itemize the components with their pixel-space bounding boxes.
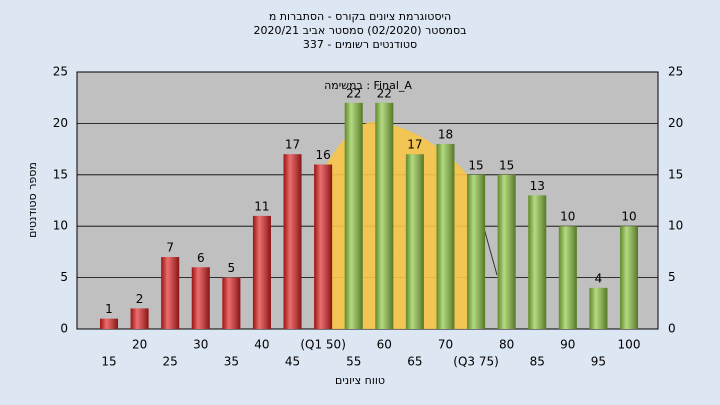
bar-shade — [558, 226, 577, 329]
x-tick-label: 65 — [407, 355, 422, 369]
y2-tick-label: 0 — [668, 322, 676, 336]
bar-shade — [436, 143, 455, 329]
data-label: 13 — [530, 179, 545, 193]
data-label: 7 — [166, 241, 174, 255]
bar-shade — [222, 277, 241, 329]
data-label: 17 — [407, 138, 422, 152]
bar-shade — [283, 154, 302, 329]
data-label: 15 — [468, 158, 483, 172]
bar-shade — [252, 215, 271, 329]
x-tick-label: 80 — [499, 338, 514, 352]
chart-subtitle: בסמסטר (02/2020) סמסטר אביב 2020/21 — [253, 24, 466, 37]
y-tick-label: 20 — [53, 116, 68, 130]
y-tick-label: 15 — [53, 167, 68, 181]
bar-shade — [467, 174, 486, 329]
x-tick-label: 40 — [254, 338, 269, 352]
y2-tick-label: 5 — [668, 270, 676, 284]
x-tick-label: 15 — [101, 355, 116, 369]
x-tick-label: 30 — [193, 338, 208, 352]
bar-shade — [314, 164, 333, 329]
bar-shade — [100, 318, 118, 329]
bar-shade — [375, 102, 394, 329]
data-label: 4 — [595, 271, 603, 285]
bar-shade — [528, 195, 547, 329]
data-label: 10 — [560, 210, 575, 224]
x-tick-label: 90 — [560, 338, 575, 352]
bar-shade — [497, 174, 516, 329]
y2-tick-label: 10 — [668, 219, 683, 233]
x-tick-label: 35 — [224, 355, 239, 369]
data-label: 2 — [136, 292, 144, 306]
bar-shade — [620, 226, 638, 329]
data-label: 18 — [438, 127, 453, 141]
bar-shade — [191, 267, 210, 329]
data-label: 11 — [254, 199, 269, 213]
x-tick-label: 45 — [285, 355, 300, 369]
x-tick-label: 20 — [132, 338, 147, 352]
data-label: 17 — [285, 138, 300, 152]
data-label: 22 — [346, 86, 361, 100]
x-tick-label: 100 — [618, 338, 641, 352]
bar-shade — [405, 154, 424, 329]
x-tick-label: 25 — [163, 355, 178, 369]
bar-shade — [589, 287, 608, 329]
y2-tick-label: 20 — [668, 116, 683, 130]
annotation: במשימה : Final_A — [324, 79, 412, 92]
y2-tick-label: 25 — [668, 65, 683, 79]
data-label: 6 — [197, 251, 205, 265]
chart-subtitle: סטודנטים רשומים - 337 — [303, 38, 417, 51]
x-tick-label: (Q3 75) — [453, 355, 499, 369]
bar-shade — [344, 102, 363, 329]
x-tick-label: 70 — [438, 338, 453, 352]
x-tick-label: (Q1 50) — [300, 338, 346, 352]
y-tick-label: 5 — [60, 270, 68, 284]
data-label: 16 — [315, 148, 330, 162]
chart-title: היסטוגרמת ציונים בקורס - הסתברות מ — [269, 10, 451, 23]
x-axis-label: טווח ציונים — [335, 374, 385, 387]
y-tick-label: 0 — [60, 322, 68, 336]
data-label: 5 — [228, 261, 236, 275]
data-label: 10 — [621, 210, 636, 224]
x-tick-label: 60 — [377, 338, 392, 352]
data-label: 1 — [105, 302, 113, 316]
y-tick-label: 10 — [53, 219, 68, 233]
x-tick-label: 55 — [346, 355, 361, 369]
y-tick-label: 25 — [53, 65, 68, 79]
bar-shade — [130, 308, 149, 329]
data-label: 15 — [499, 158, 514, 172]
x-tick-label: 85 — [530, 355, 545, 369]
x-tick-label: 95 — [591, 355, 606, 369]
bar-shade — [161, 257, 180, 329]
y-axis-label: מספר סטודנטים — [26, 162, 39, 238]
y2-tick-label: 15 — [668, 167, 683, 181]
data-label: 22 — [377, 86, 392, 100]
